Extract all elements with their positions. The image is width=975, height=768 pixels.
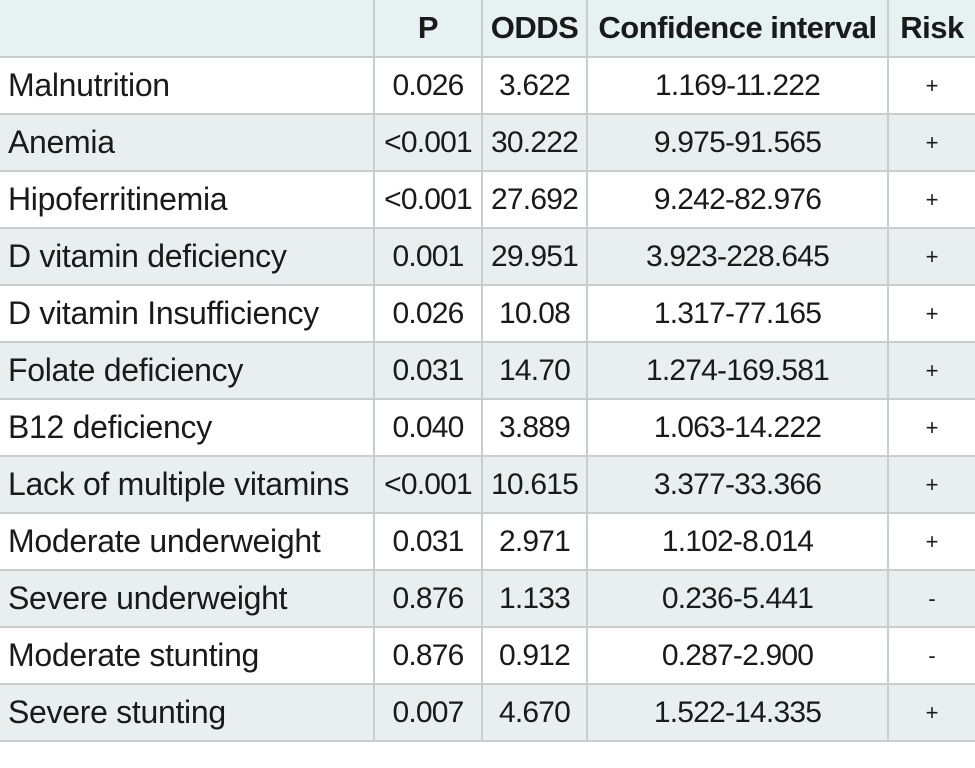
p-value: 0.007: [373, 683, 483, 742]
table-row: Severe underweight 0.876 1.133 0.236-5.4…: [0, 569, 975, 628]
row-label: D vitamin deficiency: [0, 227, 375, 286]
p-value: 0.040: [373, 398, 483, 457]
p-value: <0.001: [373, 113, 483, 172]
confidence-interval: 0.236-5.441: [586, 569, 889, 628]
odds-value: 4.670: [481, 683, 588, 742]
row-label: Severe stunting: [0, 683, 375, 742]
table-row: Hipoferritinemia <0.001 27.692 9.242-82.…: [0, 170, 975, 229]
table-row: Malnutrition 0.026 3.622 1.169-11.222 +: [0, 56, 975, 115]
confidence-interval: 1.063-14.222: [586, 398, 889, 457]
table-row: Anemia <0.001 30.222 9.975-91.565 +: [0, 113, 975, 172]
results-table: P ODDS Confidence interval Risk Malnutri…: [0, 0, 975, 742]
odds-value: 27.692: [481, 170, 588, 229]
risk-indicator: +: [887, 227, 975, 286]
odds-value: 2.971: [481, 512, 588, 571]
header-p: P: [373, 0, 483, 58]
risk-indicator: +: [887, 113, 975, 172]
p-value: <0.001: [373, 455, 483, 514]
odds-value: 10.615: [481, 455, 588, 514]
risk-indicator: +: [887, 341, 975, 400]
table-row: Lack of multiple vitamins <0.001 10.615 …: [0, 455, 975, 514]
p-value: 0.026: [373, 56, 483, 115]
row-label: Anemia: [0, 113, 375, 172]
risk-indicator: -: [887, 569, 975, 628]
odds-value: 3.889: [481, 398, 588, 457]
header-label: [0, 0, 375, 58]
risk-indicator: +: [887, 683, 975, 742]
header-risk: Risk: [887, 0, 975, 58]
table-row: Moderate underweight 0.031 2.971 1.102-8…: [0, 512, 975, 571]
confidence-interval: 1.317-77.165: [586, 284, 889, 343]
row-label: Hipoferritinemia: [0, 170, 375, 229]
table-row: Moderate stunting 0.876 0.912 0.287-2.90…: [0, 626, 975, 685]
header-confidence-interval: Confidence interval: [586, 0, 889, 58]
p-value: 0.031: [373, 512, 483, 571]
confidence-interval: 3.923-228.645: [586, 227, 889, 286]
p-value: 0.876: [373, 626, 483, 685]
p-value: 0.001: [373, 227, 483, 286]
odds-value: 14.70: [481, 341, 588, 400]
confidence-interval: 1.169-11.222: [586, 56, 889, 115]
header-row: P ODDS Confidence interval Risk: [0, 0, 975, 58]
p-value: 0.031: [373, 341, 483, 400]
row-label: B12 deficiency: [0, 398, 375, 457]
table-body: Malnutrition 0.026 3.622 1.169-11.222 + …: [0, 56, 975, 742]
table-row: Folate deficiency 0.031 14.70 1.274-169.…: [0, 341, 975, 400]
table-row: Severe stunting 0.007 4.670 1.522-14.335…: [0, 683, 975, 742]
row-label: Malnutrition: [0, 56, 375, 115]
confidence-interval: 1.274-169.581: [586, 341, 889, 400]
row-label: D vitamin Insufficiency: [0, 284, 375, 343]
risk-indicator: +: [887, 284, 975, 343]
p-value: <0.001: [373, 170, 483, 229]
p-value: 0.876: [373, 569, 483, 628]
risk-indicator: +: [887, 512, 975, 571]
row-label: Severe underweight: [0, 569, 375, 628]
odds-value: 3.622: [481, 56, 588, 115]
p-value: 0.026: [373, 284, 483, 343]
header-odds: ODDS: [481, 0, 588, 58]
odds-value: 30.222: [481, 113, 588, 172]
table-row: D vitamin deficiency 0.001 29.951 3.923-…: [0, 227, 975, 286]
row-label: Lack of multiple vitamins: [0, 455, 375, 514]
risk-indicator: +: [887, 455, 975, 514]
confidence-interval: 9.975-91.565: [586, 113, 889, 172]
table-header: P ODDS Confidence interval Risk: [0, 0, 975, 58]
row-label: Moderate stunting: [0, 626, 375, 685]
risk-indicator: +: [887, 170, 975, 229]
odds-value: 29.951: [481, 227, 588, 286]
odds-value: 10.08: [481, 284, 588, 343]
risk-indicator: +: [887, 56, 975, 115]
confidence-interval: 1.522-14.335: [586, 683, 889, 742]
confidence-interval: 0.287-2.900: [586, 626, 889, 685]
table-row: B12 deficiency 0.040 3.889 1.063-14.222 …: [0, 398, 975, 457]
odds-value: 1.133: [481, 569, 588, 628]
odds-value: 0.912: [481, 626, 588, 685]
table-row: D vitamin Insufficiency 0.026 10.08 1.31…: [0, 284, 975, 343]
risk-indicator: -: [887, 626, 975, 685]
confidence-interval: 9.242-82.976: [586, 170, 889, 229]
confidence-interval: 3.377-33.366: [586, 455, 889, 514]
row-label: Moderate underweight: [0, 512, 375, 571]
row-label: Folate deficiency: [0, 341, 375, 400]
risk-indicator: +: [887, 398, 975, 457]
confidence-interval: 1.102-8.014: [586, 512, 889, 571]
